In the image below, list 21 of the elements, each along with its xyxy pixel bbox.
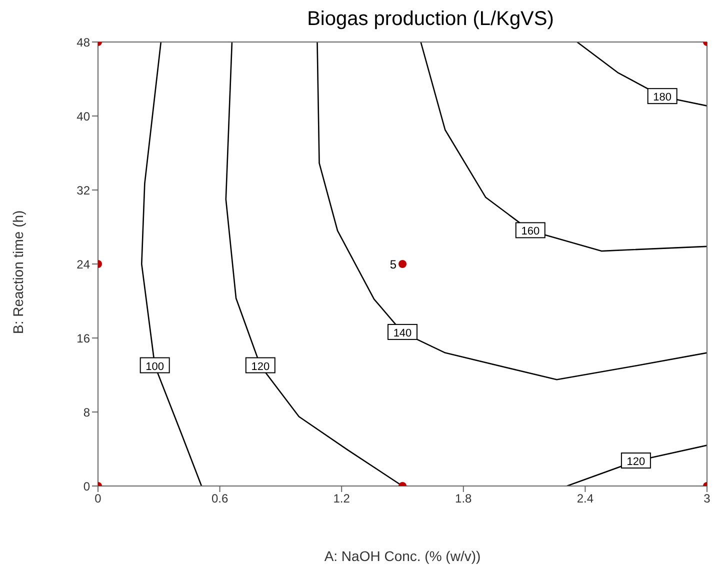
x-tick-label: 1.8 — [455, 492, 472, 506]
chart-title: Biogas production (L/KgVS) — [306, 8, 555, 31]
y-tick-label: 16 — [76, 331, 90, 346]
x-tick-label: 1.2 — [333, 492, 350, 506]
y-tick-label: 40 — [76, 109, 90, 124]
y-tick-label: 8 — [83, 405, 90, 420]
line-series — [420, 42, 707, 252]
line-series — [316, 42, 707, 380]
x-tick-label: 3 — [704, 492, 711, 506]
x-tick-label: 2.4 — [576, 492, 594, 506]
y-axis-title: B: Reaction time (h) — [10, 210, 26, 334]
line-series — [576, 42, 707, 106]
y-tick-label: 48 — [76, 35, 90, 50]
x-axis-title: A: NaOH Conc. (% (w/v)) — [324, 548, 481, 564]
y-tick-label: 32 — [76, 183, 90, 198]
line-series — [140, 42, 202, 486]
annotation: 5 — [390, 257, 397, 272]
y-tick-label: 24 — [76, 257, 90, 272]
x-tick-label: 0 — [94, 492, 102, 506]
y-tick-label: 0 — [83, 479, 90, 494]
x-tick-label: 0.6 — [211, 492, 228, 506]
